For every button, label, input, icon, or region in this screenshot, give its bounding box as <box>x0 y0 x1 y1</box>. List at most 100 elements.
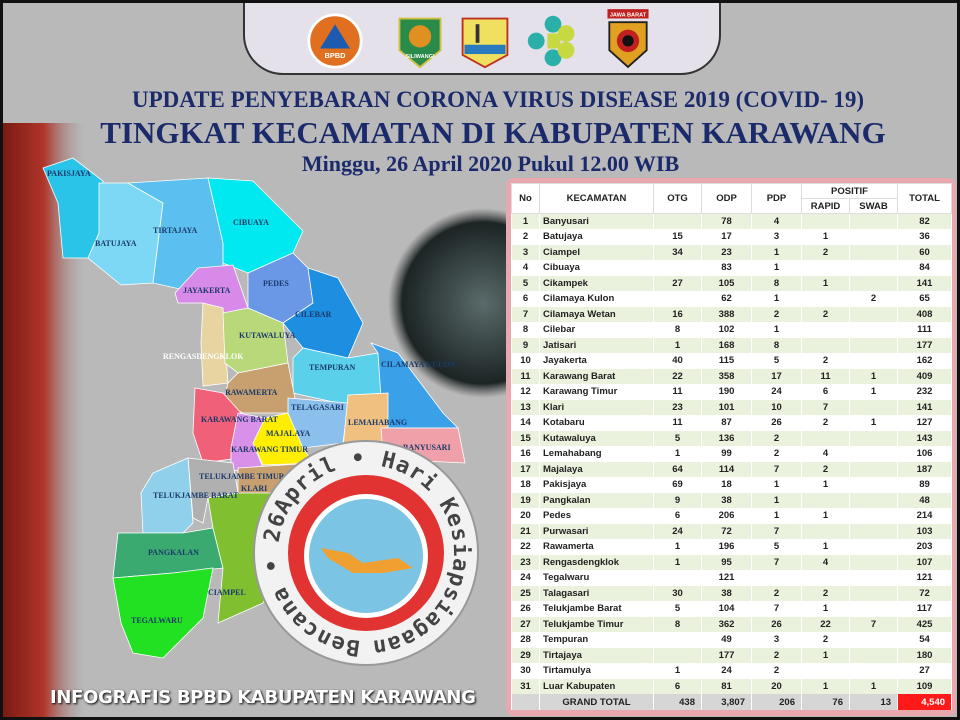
cell-kecamatan: Batujaya <box>539 229 654 245</box>
cell-rapid: 2 <box>801 461 850 477</box>
cell-pdp: 8 <box>751 275 802 291</box>
cell-rapid <box>801 570 850 586</box>
header-odp: ODP <box>701 183 752 214</box>
cell-no: 9 <box>511 337 540 353</box>
cell-otg: 34 <box>653 244 702 260</box>
cell-swab <box>848 508 899 524</box>
cell-total: 232 <box>897 384 953 400</box>
cell-total: 72 <box>897 585 953 601</box>
cell-otg <box>653 260 702 276</box>
cell-otg: 69 <box>653 477 702 493</box>
grand-total-swab: 13 <box>848 694 899 710</box>
cell-kecamatan: Telukjambe Barat <box>539 601 654 617</box>
table-row: 5 Cikampek 27 105 8 1 141 <box>511 275 953 291</box>
cell-total: 27 <box>897 663 953 679</box>
cell-rapid <box>801 291 850 307</box>
cell-swab <box>848 430 899 446</box>
cell-pdp: 5 <box>751 539 802 555</box>
cell-no: 16 <box>511 446 540 462</box>
cell-no: 10 <box>511 353 540 369</box>
cell-odp: 102 <box>701 322 752 338</box>
table-row: 29 Tirtajaya 177 2 1 180 <box>511 647 953 663</box>
cell-pdp: 1 <box>751 291 802 307</box>
cell-pdp: 26 <box>751 415 802 431</box>
cell-swab <box>848 647 899 663</box>
header-positif: POSITIF <box>800 183 899 199</box>
cell-rapid: 6 <box>801 384 850 400</box>
cell-total: 180 <box>897 647 953 663</box>
map-label: LEMAHABANG <box>348 418 407 427</box>
cell-no: 18 <box>511 477 540 493</box>
cell-total: 203 <box>897 539 953 555</box>
cell-kecamatan: Majalaya <box>539 461 654 477</box>
cell-rapid: 4 <box>801 554 850 570</box>
cell-odp: 87 <box>701 415 752 431</box>
cell-pdp: 2 <box>751 647 802 663</box>
cell-kecamatan: Talagasari <box>539 585 654 601</box>
table-row: 16 Lemahabang 1 99 2 4 106 <box>511 446 953 462</box>
table-row: 14 Kotabaru 11 87 26 2 1 127 <box>511 415 953 431</box>
cell-total: 111 <box>897 322 953 338</box>
cell-swab <box>848 663 899 679</box>
map-label: CIBUAYA <box>233 218 269 227</box>
cell-kecamatan: Banyusari <box>539 213 654 229</box>
cell-odp: 121 <box>701 570 752 586</box>
cell-odp: 101 <box>701 399 752 415</box>
cell-swab: 1 <box>848 368 899 384</box>
table-row: 12 Karawang Timur 11 190 24 6 1 232 <box>511 384 953 400</box>
cell-swab <box>848 275 899 291</box>
cell-rapid: 1 <box>801 647 850 663</box>
cell-odp: 17 <box>701 229 752 245</box>
cell-odp: 388 <box>701 306 752 322</box>
cell-swab <box>848 446 899 462</box>
map-label: CIAMPEL <box>208 588 246 597</box>
map-label: RENGASDENGKLOK <box>163 352 244 361</box>
table-row: 23 Rengasdengklok 1 95 7 4 107 <box>511 554 953 570</box>
map-label: RAWAMERTA <box>225 388 278 397</box>
cell-no: 31 <box>511 678 540 694</box>
cell-kecamatan: Telukjambe Timur <box>539 616 654 632</box>
map-label: PAKISJAYA <box>47 169 91 178</box>
cell-odp: 18 <box>701 477 752 493</box>
cell-pdp: 10 <box>751 399 802 415</box>
table-row: 18 Pakisjaya 69 18 1 1 89 <box>511 477 953 493</box>
map-label: TELUKJAMBE TIMUR <box>199 472 285 481</box>
cell-total: 54 <box>897 632 953 648</box>
region-tegalwaru <box>112 567 214 659</box>
header-total: TOTAL <box>897 183 953 214</box>
header-swab: SWAB <box>848 198 899 214</box>
cell-total: 141 <box>897 399 953 415</box>
cell-odp: 136 <box>701 430 752 446</box>
cell-kecamatan: Tirtajaya <box>539 647 654 663</box>
cell-swab <box>848 554 899 570</box>
cell-no: 24 <box>511 570 540 586</box>
header-pdp: PDP <box>751 183 802 214</box>
cell-swab <box>848 461 899 477</box>
cell-kecamatan: Pedes <box>539 508 654 524</box>
table-row: 25 Talagasari 30 38 2 2 72 <box>511 585 953 601</box>
cell-otg: 1 <box>653 539 702 555</box>
cell-rapid <box>801 322 850 338</box>
map-label: TELAGASARI <box>291 403 344 412</box>
table-row: 22 Rawamerta 1 196 5 1 203 <box>511 539 953 555</box>
cell-rapid: 2 <box>801 632 850 648</box>
cell-no: 20 <box>511 508 540 524</box>
map-label: KARAWANG BARAT <box>201 415 279 424</box>
cell-rapid <box>801 492 850 508</box>
grand-total-otg: 438 <box>653 694 702 710</box>
cell-kecamatan: Cikampek <box>539 275 654 291</box>
cell-kecamatan: Kotabaru <box>539 415 654 431</box>
cell-total: 107 <box>897 554 953 570</box>
cell-pdp: 4 <box>751 213 802 229</box>
cell-pdp: 2 <box>751 585 802 601</box>
header-no: No <box>511 183 540 214</box>
cell-rapid: 2 <box>801 244 850 260</box>
table-row: 3 Ciampel 34 23 1 2 60 <box>511 244 953 260</box>
cell-total: 408 <box>897 306 953 322</box>
map-label: TIRTAJAYA <box>153 226 198 235</box>
cell-total: 82 <box>897 213 953 229</box>
map-label: JAYAKERTA <box>183 286 231 295</box>
cell-total: 60 <box>897 244 953 260</box>
cell-pdp: 2 <box>751 446 802 462</box>
cell-total: 65 <box>897 291 953 307</box>
